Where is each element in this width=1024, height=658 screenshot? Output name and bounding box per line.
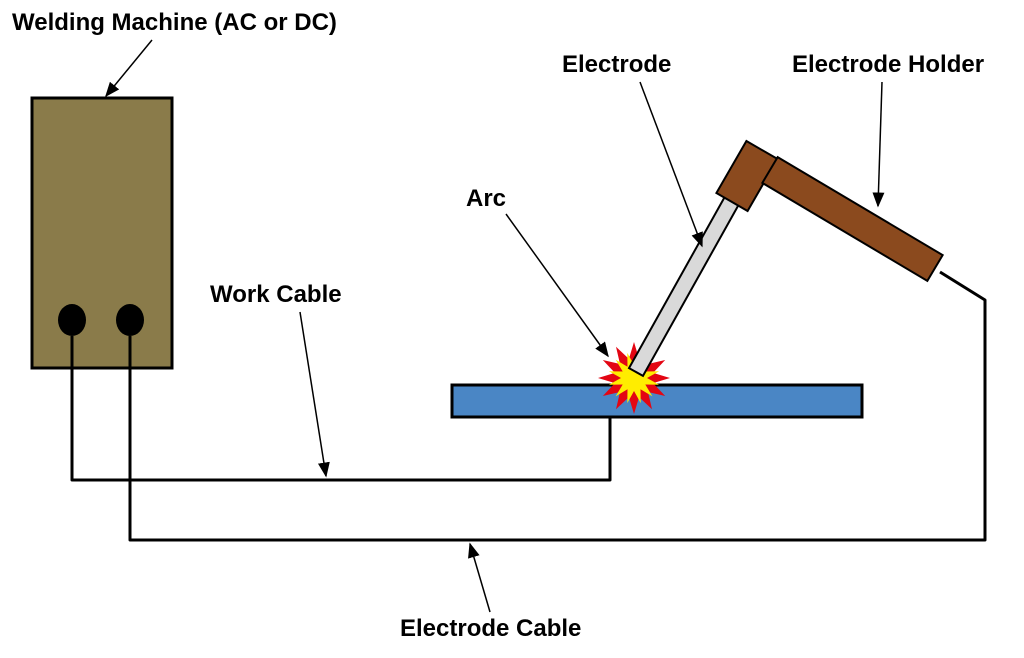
welding-machine: [32, 98, 172, 368]
arrow-arc: [506, 214, 608, 356]
arrow-electrode-holder: [878, 82, 882, 206]
arrow-electrode: [640, 82, 702, 246]
label-electrode-holder: Electrode Holder: [792, 51, 984, 78]
label-welding-machine: Welding Machine (AC or DC): [12, 9, 337, 36]
arrow-electrode-cable: [470, 544, 490, 612]
label-electrode-cable: Electrode Cable: [400, 615, 581, 642]
label-work-cable: Work Cable: [210, 281, 342, 308]
label-electrode: Electrode: [562, 51, 671, 78]
welding-diagram: Welding Machine (AC or DC) Work Cable El…: [0, 0, 1024, 658]
label-arc: Arc: [466, 185, 506, 212]
arrow-welding-machine: [106, 40, 152, 96]
machine-terminal-1: [58, 304, 86, 336]
arrow-work-cable: [300, 312, 326, 476]
electrode: [629, 182, 747, 376]
machine-terminal-2: [116, 304, 144, 336]
electrode-holder-handle: [762, 157, 942, 281]
